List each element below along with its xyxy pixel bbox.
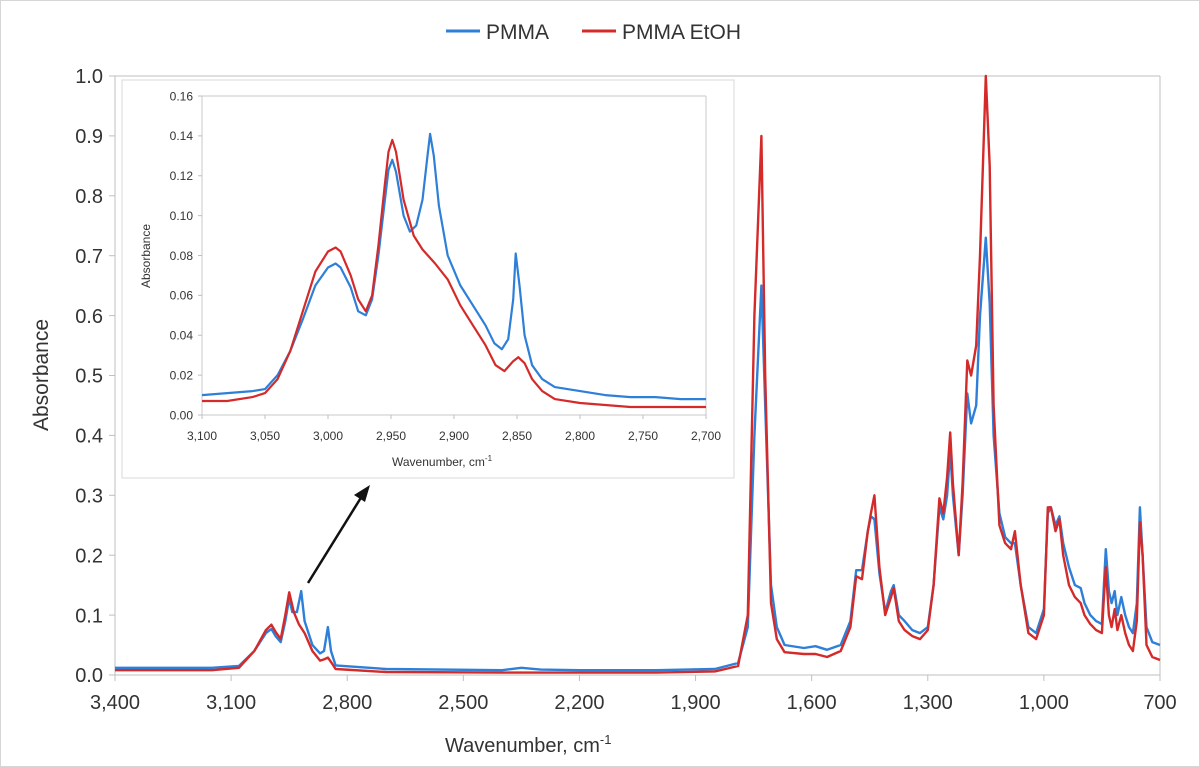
inset-x-tick-label: 3,000 <box>313 429 343 443</box>
inset-chart: 3,100 3,050 3,000 2,950 2,900 2,850 2,800 2,750… <box>121 79 735 479</box>
main-series <box>115 74 1161 674</box>
main-y-tick-label: 0.6 <box>75 306 103 328</box>
inset-y-tick-label: 0.00 <box>170 408 194 422</box>
main-x-tick-label: 1,000 <box>1019 692 1069 714</box>
main-x-tick-label: 1,600 <box>787 692 837 714</box>
inset-x-axis-title: Wavenumber, cm-1 <box>392 454 493 469</box>
inset-y-axis-title: Absorbance <box>139 224 153 288</box>
main-x-tick-label: 2,800 <box>322 692 372 714</box>
zoom-arrow <box>306 485 370 584</box>
inset-series <box>201 132 706 409</box>
inset-y-tick-label: 0.10 <box>170 209 194 223</box>
main-y-tick-label: 0.8 <box>75 186 103 208</box>
zoom-arrow-head <box>354 485 370 502</box>
inset-x-axis-title-text: Wavenumber, cm <box>392 455 485 469</box>
inset-y-tick-label: 0.04 <box>170 329 194 343</box>
main-series-pmma-etoh <box>115 74 1161 674</box>
main-ticks: 3,400 3,100 2,800 2,500 2,200 1,900 1,600 1,300… <box>75 66 1177 714</box>
inset-y-tick-label: 0.12 <box>170 169 194 183</box>
main-x-tick-label: 1,300 <box>903 692 953 714</box>
main-y-tick-label: 0.1 <box>75 605 103 627</box>
main-x-tick-label: 3,400 <box>90 692 140 714</box>
inset-y-tick-label: 0.08 <box>170 249 194 263</box>
main-y-tick-label: 0.3 <box>75 486 103 508</box>
main-x-tick-label: 1,900 <box>671 692 721 714</box>
zoom-arrow-shaft <box>306 495 364 584</box>
main-series-pmma <box>115 236 1161 672</box>
inset-x-tick-label: 2,750 <box>628 429 658 443</box>
inset-y-tick-label: 0.06 <box>170 289 194 303</box>
inset-ticks: 3,100 3,050 3,000 2,950 2,900 2,850 2,800 2,750… <box>170 89 722 443</box>
inset-x-tick-label: 2,700 <box>691 429 721 443</box>
main-y-tick-label: 0.9 <box>75 126 103 148</box>
inset-y-tick-label: 0.02 <box>170 368 194 382</box>
main-x-axis-title-text: Wavenumber, cm <box>445 735 600 757</box>
main-x-axis-title: Wavenumber, cm-1 <box>445 732 611 757</box>
main-y-tick-label: 0.2 <box>75 545 103 567</box>
main-y-tick-label: 1.0 <box>75 66 103 88</box>
main-x-tick-label: 3,100 <box>206 692 256 714</box>
inset-series-pmma <box>201 132 706 401</box>
inset-x-tick-label: 2,900 <box>439 429 469 443</box>
inset-x-tick-label: 2,950 <box>376 429 406 443</box>
main-x-tick-label: 2,200 <box>554 692 604 714</box>
main-x-tick-label: 2,500 <box>438 692 488 714</box>
inset-x-tick-label: 3,050 <box>250 429 280 443</box>
inset-x-axis-title-sup: -1 <box>485 454 493 463</box>
legend-label-pmma-etoh: PMMA EtOH <box>622 21 741 44</box>
inset-background <box>121 79 735 479</box>
main-x-tick-label: 700 <box>1143 692 1176 714</box>
inset-y-tick-label: 0.14 <box>170 129 194 143</box>
inset-series-pmma-etoh <box>202 138 706 409</box>
inset-y-tick-label: 0.16 <box>170 89 194 103</box>
inset-x-tick-label: 2,850 <box>502 429 532 443</box>
inset-x-tick-label: 3,100 <box>187 429 217 443</box>
main-y-tick-label: 0.0 <box>75 665 103 687</box>
legend: PMMA PMMA EtOH <box>446 21 741 44</box>
main-y-axis-title: Absorbance <box>30 319 53 431</box>
inset-x-tick-label: 2,800 <box>565 429 595 443</box>
main-y-tick-label: 0.5 <box>75 366 103 388</box>
main-y-tick-label: 0.4 <box>75 426 103 448</box>
legend-label-pmma: PMMA <box>486 21 549 44</box>
main-plot: 3,400 3,100 2,800 2,500 2,200 1,900 1,600 1,300… <box>30 66 1177 757</box>
main-x-axis-title-sup: -1 <box>600 732 612 747</box>
main-y-tick-label: 0.7 <box>75 246 103 268</box>
